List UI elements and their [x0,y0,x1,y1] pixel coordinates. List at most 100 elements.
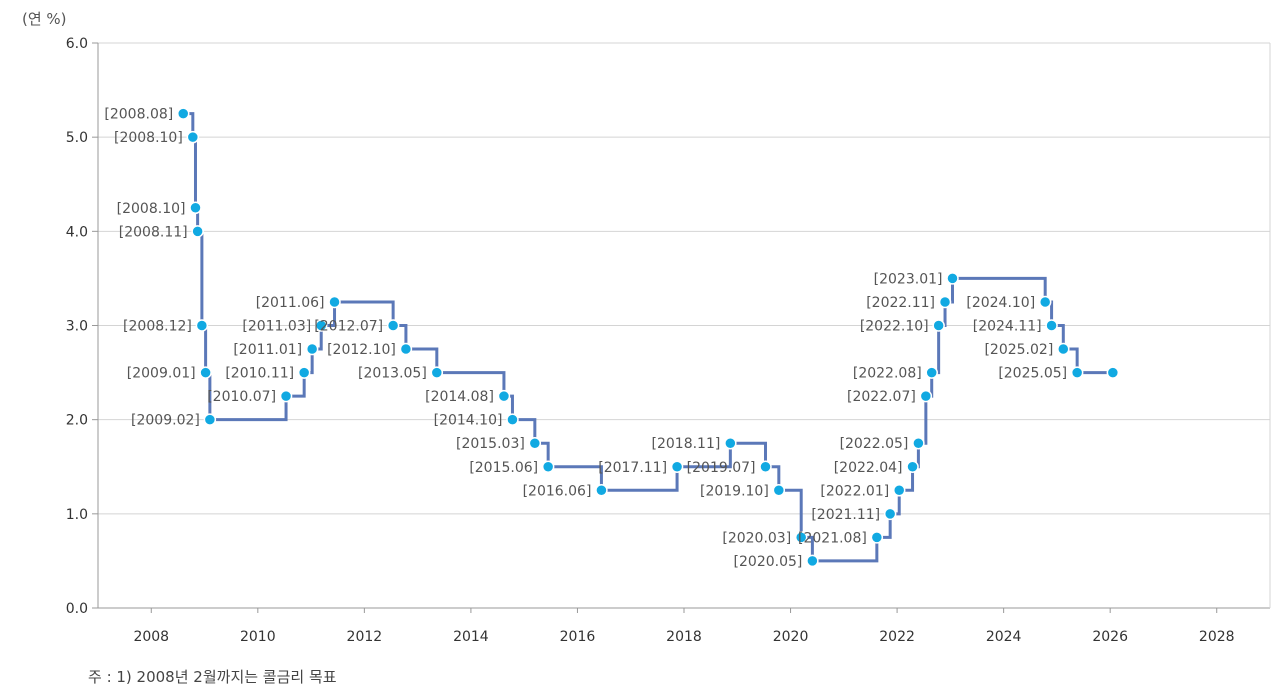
y-tick-label: 1.0 [66,507,88,523]
rate-point [399,342,413,356]
rate-point-label: [2022.10] [860,319,929,335]
rate-point-label: [2021.11] [811,507,880,523]
rate-point [906,460,919,473]
y-tick-label: 5.0 [66,130,88,146]
rate-point [199,366,212,379]
rate-point-label: [2022.11] [866,295,935,311]
rate-point-label: [2024.11] [973,319,1042,335]
rate-point-label: [2023.01] [874,271,943,287]
rate-point-label: [2018.11] [652,436,721,452]
rate-point-label: [2011.03] [242,319,311,335]
rate-point [203,413,217,426]
rate-point [191,225,204,238]
rate-point-label: [2015.03] [456,436,525,452]
rate-point-label: [2019.10] [700,483,769,499]
rate-point [195,319,209,332]
y-tick-label: 2.0 [66,413,88,429]
rate-point-label: [2022.07] [847,389,916,405]
rate-point [1038,295,1052,309]
rate-point [328,295,341,309]
x-tick-label: 2020 [773,629,809,645]
rate-point-label: [2008.08] [104,107,173,123]
rate-point-label: [2014.10] [434,413,503,429]
rate-point-label: [2008.10] [114,130,183,146]
rate-point [1057,342,1070,356]
rate-point-label: [2009.01] [127,366,196,382]
rate-point [806,554,819,568]
rate-point-label: [2013.05] [358,366,427,382]
rate-point [528,436,542,450]
rate-point [541,460,555,473]
rate-point [176,107,190,120]
x-tick-label: 2024 [986,629,1022,645]
x-tick-label: 2010 [240,629,276,645]
rate-point [919,389,933,403]
y-tick-label: 4.0 [66,224,88,240]
rate-point-label: [2010.07] [207,389,276,405]
rate-point-label: [2008.10] [117,201,186,217]
x-tick-label: 2028 [1199,629,1235,645]
rate-point [925,366,938,379]
rate-point [870,531,884,544]
rate-point [938,295,952,309]
rate-point [386,319,400,332]
rate-point-label: [2019.07] [687,460,756,476]
base-rate-chart: 0.0 1.0 2.0 3.0 4.0 5.0 6.0 2008 2010 2012 2014 201… [66,36,1271,645]
rate-point [189,201,202,215]
x-tick-label: 2018 [666,629,702,645]
y-tick-label: 6.0 [66,36,88,52]
rate-point [1045,319,1058,332]
y-tick-label: 3.0 [66,319,88,335]
rate-point-label: [2021.08] [798,530,867,546]
rate-point [595,484,608,497]
y-tick-label: 0.0 [66,601,88,617]
rate-point [772,484,786,497]
rate-point-label: [2017.11] [598,460,667,476]
rate-point-label: [2022.05] [840,436,909,452]
rate-point-label: [2025.05] [998,366,1067,382]
rate-point-label: [2022.04] [834,460,903,476]
rate-point-label: [2010.11] [225,366,294,382]
rate-point-label: [2011.01] [233,342,302,358]
rate-point-label: [2012.07] [314,319,383,335]
rate-point-label: [2020.05] [734,554,803,570]
rate-point-label: [2009.02] [131,413,200,429]
rate-point [305,342,319,356]
rate-point [297,366,311,379]
rate-point [279,389,293,403]
rate-point-label: [2016.06] [523,483,592,499]
rate-point [1106,366,1120,379]
rate-point-label: [2024.10] [966,295,1035,311]
x-tick-label: 2014 [453,629,489,645]
rate-point [670,460,684,473]
rate-point [497,389,511,403]
y-axis-unit-label: (연 %) [22,10,67,28]
rate-point [794,531,808,544]
x-tick-label: 2022 [879,629,915,645]
x-tick-label: 2012 [347,629,383,645]
rate-point-label: [2011.06] [256,295,325,311]
rate-point [932,319,945,332]
rate-point [314,319,328,332]
rate-point-label: [2015.06] [469,460,538,476]
rate-point-label: [2022.01] [820,483,889,499]
rate-point [759,460,772,473]
rate-point-label: [2025.02] [984,342,1053,358]
rate-point [883,507,897,521]
rate-point-label: [2014.08] [425,389,494,405]
rate-point [186,130,200,144]
rate-step-line [183,112,1113,563]
x-tick-label: 2016 [560,629,596,645]
rate-point-label: [2008.12] [123,319,192,335]
rate-point [946,272,959,285]
rate-point-label: [2020.03] [722,530,791,546]
rate-point-label: [2012.10] [327,342,396,358]
rate-point [912,436,925,450]
x-tick-label: 2008 [133,629,169,645]
chart-footnote: 주 : 1) 2008년 2월까지는 콜금리 목표 [88,668,337,686]
rate-point [506,413,519,426]
rate-point [430,366,444,379]
x-tick-label: 2026 [1092,629,1128,645]
rate-point-label: [2008.11] [119,224,188,240]
rate-point [1070,366,1084,379]
